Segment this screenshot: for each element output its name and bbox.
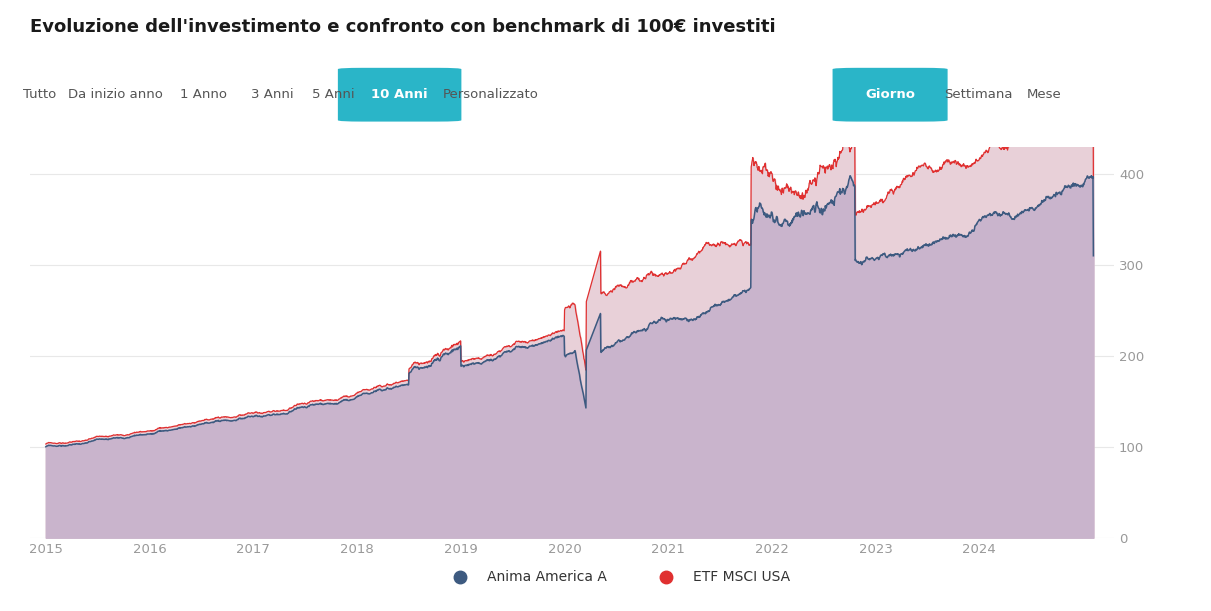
Text: 10 Anni: 10 Anni bbox=[372, 88, 427, 101]
Text: Evoluzione dell'investimento e confronto con benchmark di 100€ investiti: Evoluzione dell'investimento e confronto… bbox=[30, 18, 776, 37]
Text: Anima America A: Anima America A bbox=[487, 571, 607, 584]
FancyBboxPatch shape bbox=[833, 68, 947, 122]
Text: Personalizzato: Personalizzato bbox=[442, 88, 539, 101]
Text: Giorno: Giorno bbox=[865, 88, 916, 101]
Text: 1 Anno: 1 Anno bbox=[180, 88, 226, 101]
Text: 3 Anni: 3 Anni bbox=[251, 88, 294, 101]
Text: Mese: Mese bbox=[1027, 88, 1061, 101]
Text: Settimana: Settimana bbox=[945, 88, 1012, 101]
FancyBboxPatch shape bbox=[338, 68, 461, 122]
Text: ETF MSCI USA: ETF MSCI USA bbox=[693, 571, 790, 584]
Text: Da inizio anno: Da inizio anno bbox=[68, 88, 162, 101]
Text: 5 Anni: 5 Anni bbox=[311, 88, 355, 101]
Text: Tutto: Tutto bbox=[23, 88, 57, 101]
